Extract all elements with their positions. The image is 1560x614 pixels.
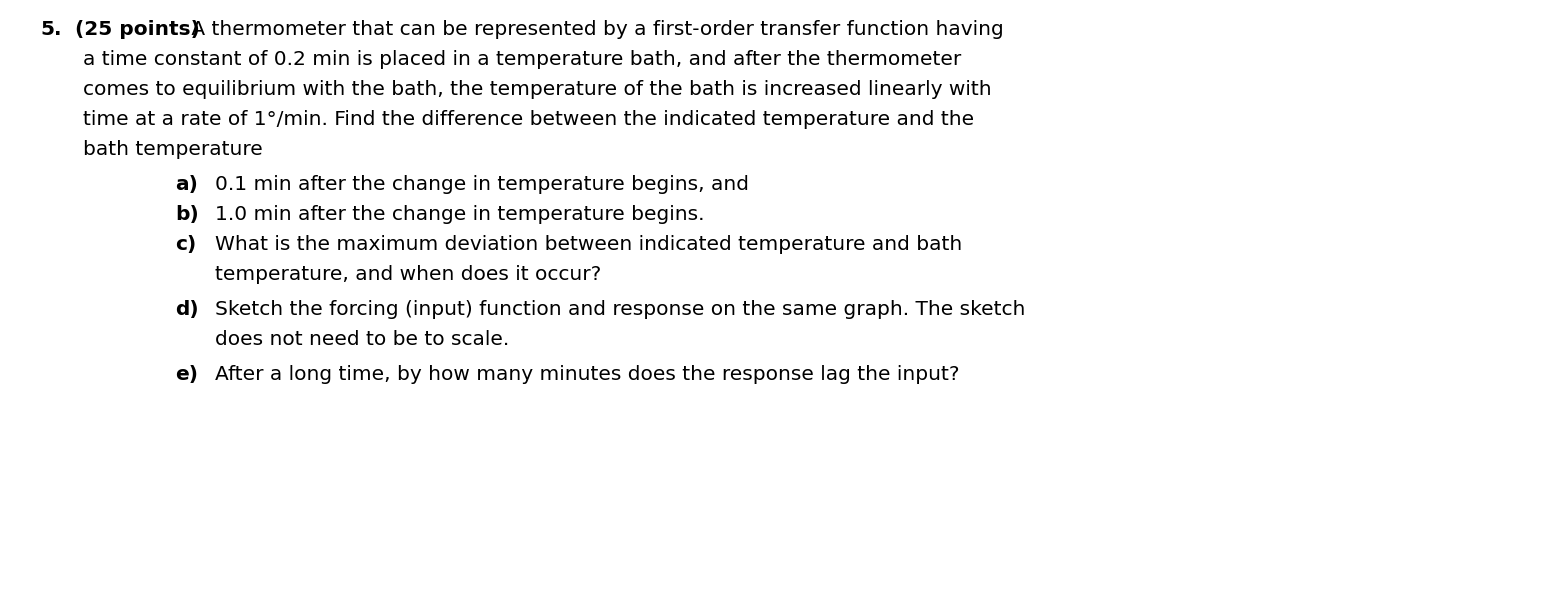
Text: After a long time, by how many minutes does the response lag the input?: After a long time, by how many minutes d… bbox=[215, 365, 959, 384]
Text: d): d) bbox=[175, 300, 198, 319]
Text: temperature, and when does it occur?: temperature, and when does it occur? bbox=[215, 265, 601, 284]
Text: A thermometer that can be represented by a first-order transfer function having: A thermometer that can be represented by… bbox=[186, 20, 1003, 39]
Text: What is the maximum deviation between indicated temperature and bath: What is the maximum deviation between in… bbox=[215, 235, 963, 254]
Text: 1.0 min after the change in temperature begins.: 1.0 min after the change in temperature … bbox=[215, 205, 705, 224]
Text: a): a) bbox=[175, 175, 198, 194]
Text: b): b) bbox=[175, 205, 198, 224]
Text: Sketch the forcing (input) function and response on the same graph. The sketch: Sketch the forcing (input) function and … bbox=[215, 300, 1025, 319]
Text: comes to equilibrium with the bath, the temperature of the bath is increased lin: comes to equilibrium with the bath, the … bbox=[83, 80, 992, 99]
Text: does not need to be to scale.: does not need to be to scale. bbox=[215, 330, 509, 349]
Text: bath temperature: bath temperature bbox=[83, 140, 262, 159]
Text: e): e) bbox=[175, 365, 198, 384]
Text: (25 points): (25 points) bbox=[75, 20, 200, 39]
Text: time at a rate of 1°/min. Find the difference between the indicated temperature : time at a rate of 1°/min. Find the diffe… bbox=[83, 110, 973, 129]
Text: a time constant of 0.2 min is placed in a temperature bath, and after the thermo: a time constant of 0.2 min is placed in … bbox=[83, 50, 961, 69]
Text: c): c) bbox=[175, 235, 197, 254]
Text: 5.: 5. bbox=[41, 20, 61, 39]
Text: 0.1 min after the change in temperature begins, and: 0.1 min after the change in temperature … bbox=[215, 175, 749, 194]
